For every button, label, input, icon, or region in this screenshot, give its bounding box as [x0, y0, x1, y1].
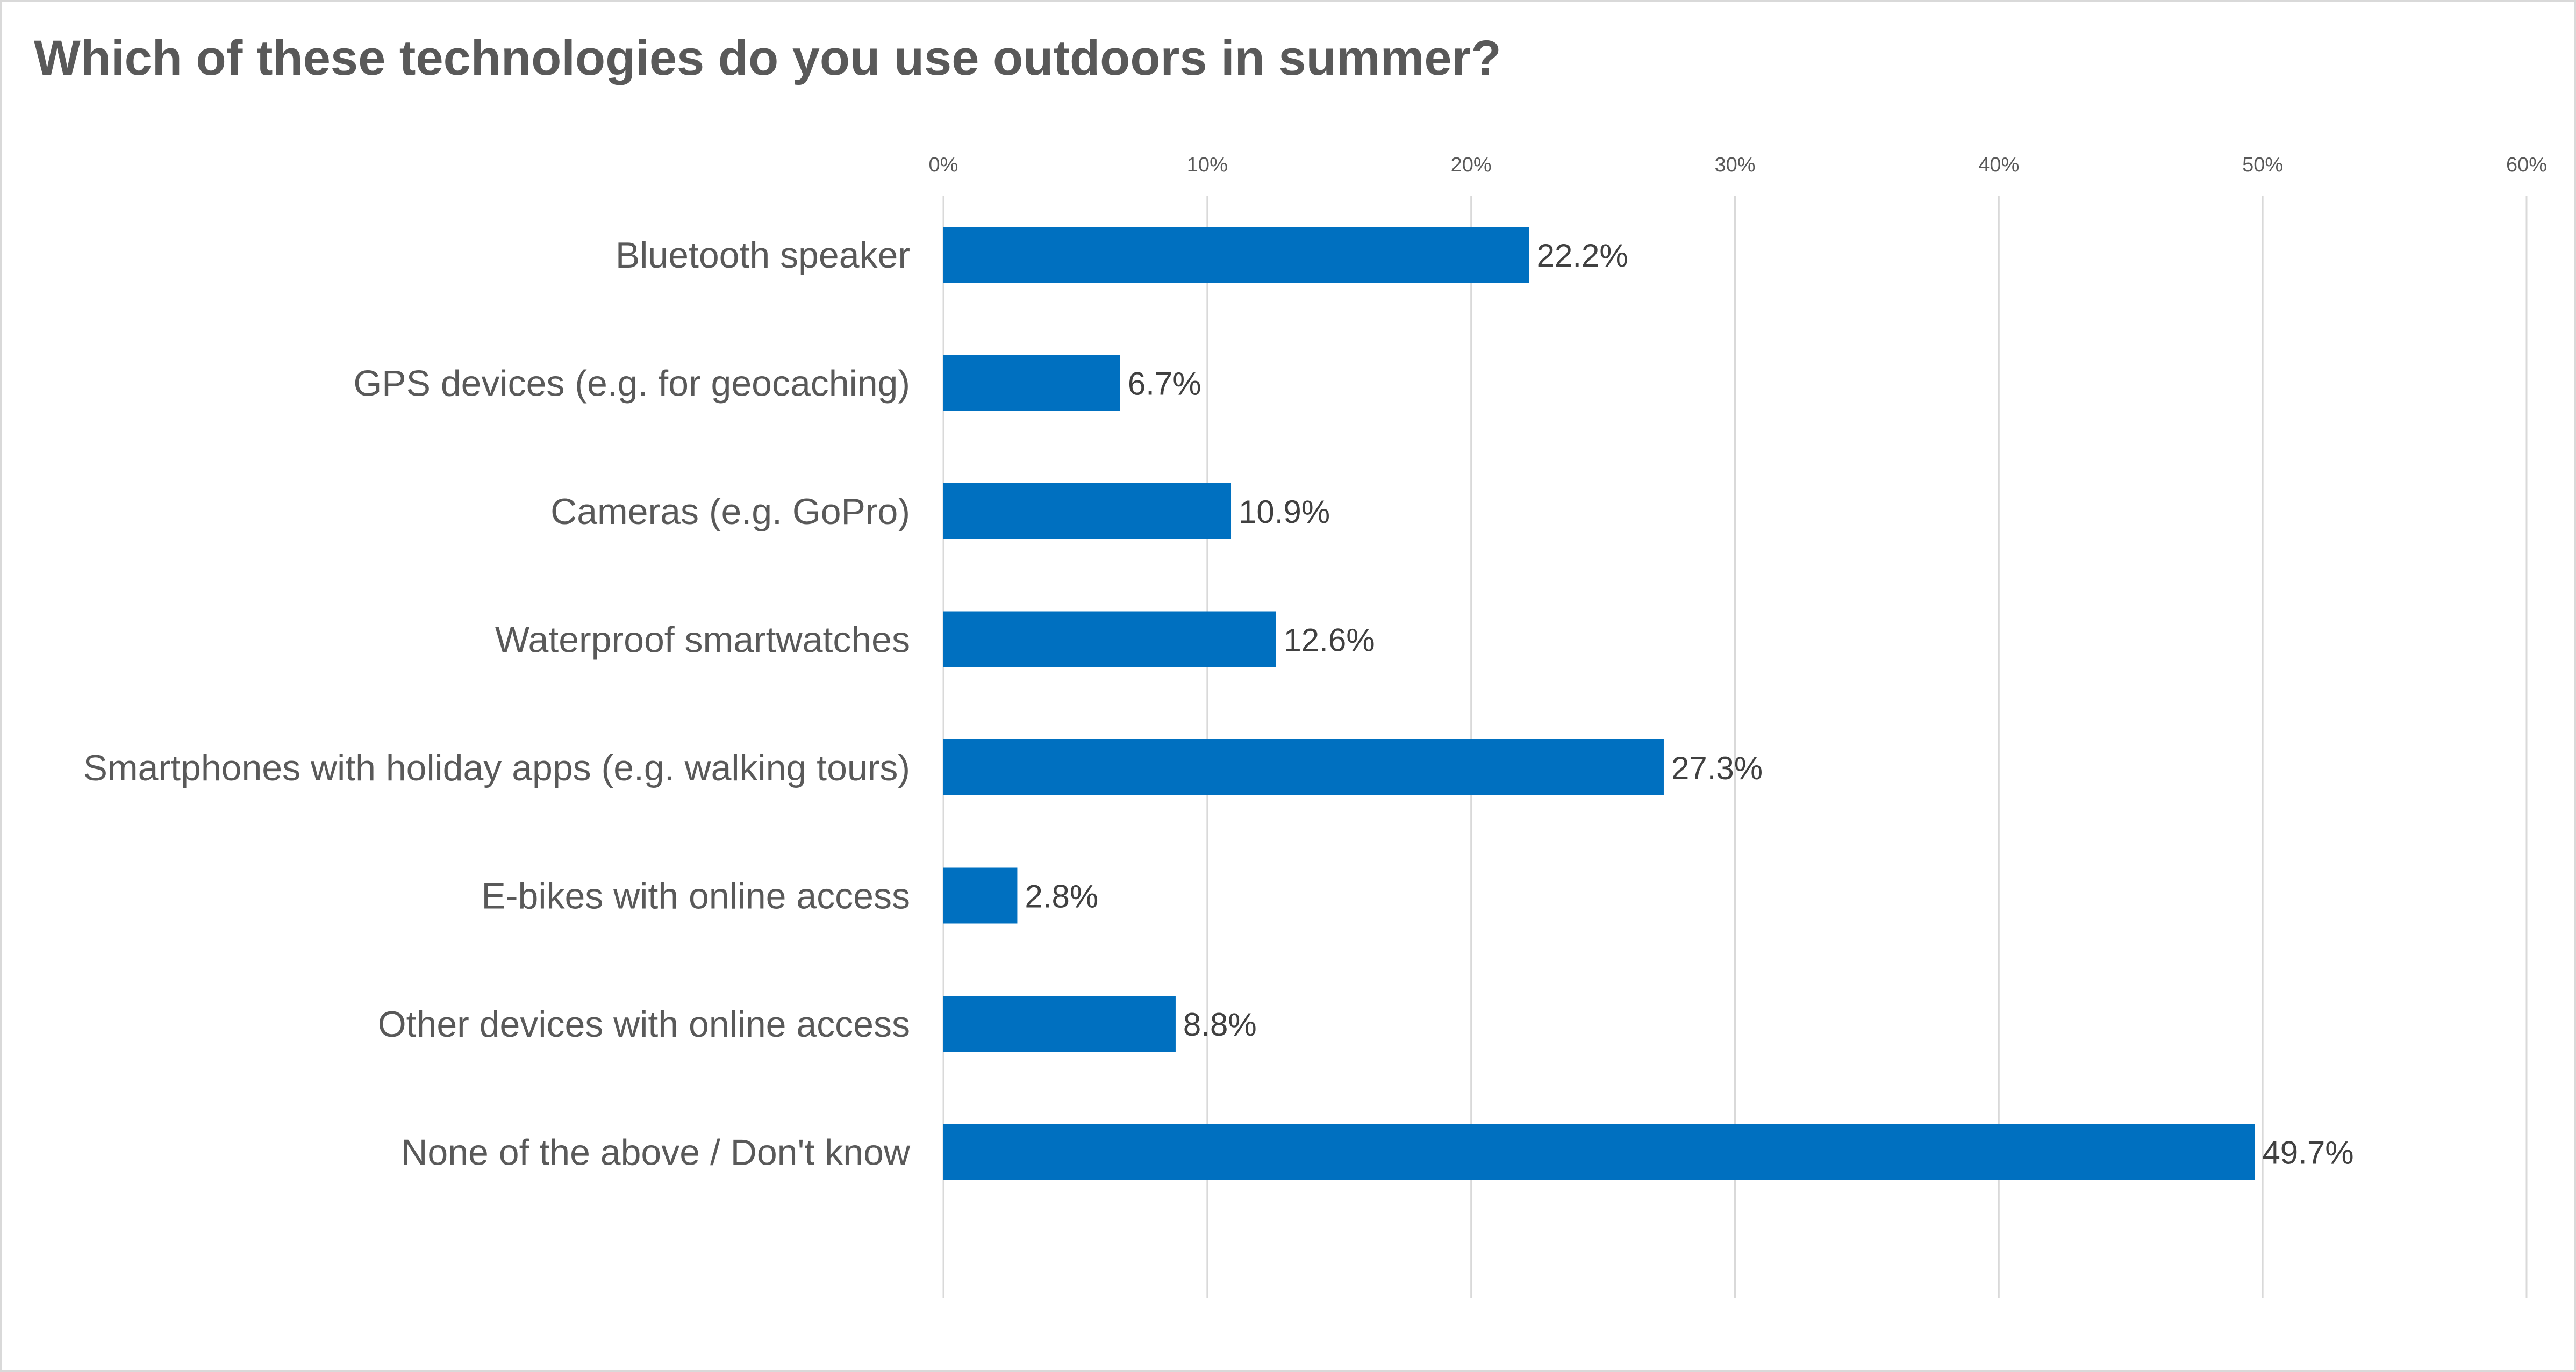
x-tick-label: 0%: [929, 154, 958, 176]
data-label: 2.8%: [1025, 879, 1098, 915]
category-label: E-bikes with online access: [482, 876, 910, 917]
data-label: 12.6%: [1283, 622, 1375, 658]
bar: [943, 739, 1664, 795]
bar: [943, 483, 1232, 539]
x-tick-label: 30%: [1714, 154, 1755, 176]
category-label: Waterproof smartwatches: [495, 620, 910, 660]
category-label: None of the above / Don't know: [401, 1132, 911, 1173]
category-label: Bluetooth speaker: [616, 235, 910, 276]
bar: [943, 1124, 2255, 1180]
x-tick-label: 40%: [1978, 154, 2019, 176]
category-label: Smartphones with holiday apps (e.g. walk…: [83, 748, 910, 788]
x-tick-label: 20%: [1451, 154, 1492, 176]
category-label: Cameras (e.g. GoPro): [550, 491, 910, 532]
bar: [943, 611, 1276, 667]
category-label: Other devices with online access: [378, 1004, 910, 1045]
bar: [943, 355, 1120, 411]
bar: [943, 867, 1018, 924]
category-label: GPS devices (e.g. for geocaching): [353, 363, 910, 404]
x-tick-label: 60%: [2506, 154, 2547, 176]
data-label: 49.7%: [2262, 1135, 2353, 1171]
data-label: 10.9%: [1239, 494, 1330, 530]
data-label: 27.3%: [1671, 750, 1763, 786]
data-label: 6.7%: [1128, 366, 1201, 402]
x-tick-label: 50%: [2242, 154, 2283, 176]
x-tick-label: 10%: [1187, 154, 1228, 176]
bar: [943, 227, 1529, 283]
bar: [943, 996, 1176, 1052]
chart-title: Which of these technologies do you use o…: [34, 31, 1501, 85]
data-label: 22.2%: [1537, 238, 1628, 274]
data-label: 8.8%: [1183, 1007, 1257, 1043]
